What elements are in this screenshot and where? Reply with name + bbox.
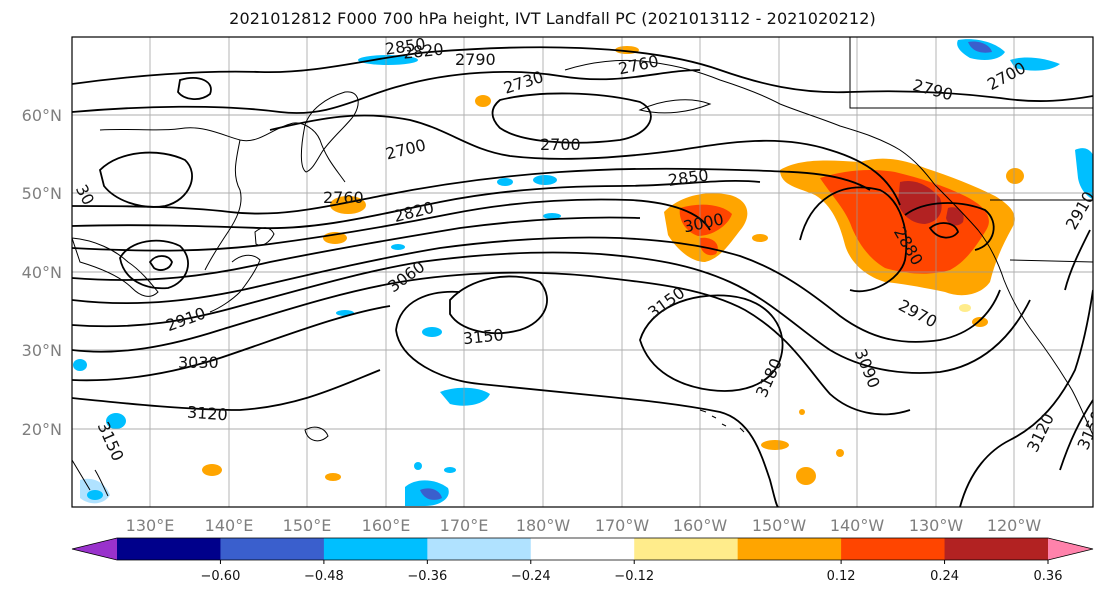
latitude-axis: 60°N 50°N 40°N 30°N 20°N	[22, 106, 62, 439]
lon-label: 160°W	[673, 516, 728, 535]
lat-label-30n: 30°N	[22, 341, 62, 360]
colorbar-swatch	[427, 538, 532, 560]
colorbar-tick-label: −0.48	[304, 569, 344, 584]
lat-label-50n: 50°N	[22, 184, 62, 203]
colorbar-swatch	[323, 538, 428, 560]
colorbar-swatch	[220, 538, 325, 560]
colorbar-swatch	[737, 538, 842, 560]
contour-label: 2850	[384, 34, 427, 58]
lon-label: 130°W	[909, 516, 964, 535]
colorbar-tick-label: −0.36	[407, 569, 447, 584]
colorbar-swatch	[530, 538, 635, 560]
lon-label: 170°W	[595, 516, 650, 535]
contour-label: 2760	[323, 188, 364, 207]
lon-label: 150°W	[752, 516, 807, 535]
contour-label: 2790	[455, 50, 496, 69]
colorbar-swatch	[117, 538, 221, 560]
contour-label: 2700	[540, 135, 581, 154]
contour-label: 3120	[186, 403, 228, 425]
lat-label-60n: 60°N	[22, 106, 62, 125]
colorbar-swatch	[634, 538, 739, 560]
colorbar-tick-label: −0.60	[201, 569, 241, 584]
colorbar-left-extension	[72, 538, 117, 560]
colorbar-right-extension	[1048, 538, 1093, 560]
contour-label: 3150	[462, 325, 504, 348]
colorbar-tick-label: −0.24	[511, 569, 551, 584]
colorbar-outline	[71, 537, 1094, 561]
colorbar-tick-label: 0.12	[827, 569, 856, 584]
colorbar-tick-label: −0.12	[614, 569, 654, 584]
lon-label: 120°W	[987, 516, 1042, 535]
lat-label-40n: 40°N	[22, 263, 62, 282]
lon-label: 150°E	[283, 516, 332, 535]
lon-label: 130°E	[126, 516, 175, 535]
map-frame	[71, 36, 1094, 508]
contour-label: 2820	[402, 40, 444, 63]
colorbar-swatch	[841, 538, 946, 560]
colorbar-tick-label: 0.36	[1034, 569, 1063, 584]
lon-label: 170°E	[440, 516, 489, 535]
longitude-axis: 130°E 140°E 150°E 160°E 170°E 180°W 170°…	[126, 516, 1042, 535]
lon-label: 140°W	[830, 516, 885, 535]
map-title: 2021012812 F000 700 hPa height, IVT Land…	[229, 9, 876, 28]
lon-label: 160°E	[362, 516, 411, 535]
lat-label-20n: 20°N	[22, 420, 62, 439]
lon-label: 180°W	[516, 516, 571, 535]
colorbar: −0.60−0.48−0.36−0.24−0.120.120.240.360.4…	[71, 537, 1094, 584]
colorbar-tick-label: 0.24	[930, 569, 959, 584]
height-contours	[72, 46, 1093, 507]
lon-label: 140°E	[205, 516, 254, 535]
coastlines	[72, 37, 1093, 497]
contour-label: 3030	[178, 353, 219, 372]
colorbar-swatch	[944, 538, 1049, 560]
